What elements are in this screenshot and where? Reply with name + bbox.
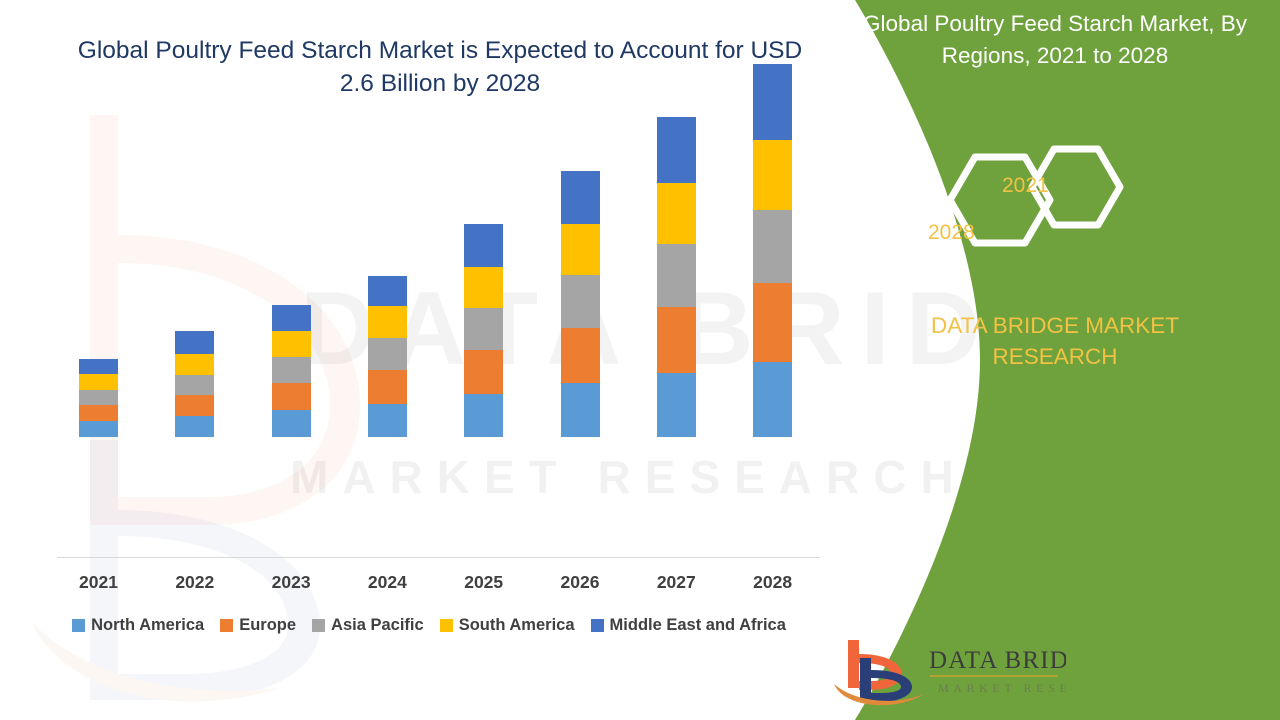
bar-segment <box>367 404 407 437</box>
legend-label: North America <box>91 616 205 634</box>
bar-segment <box>753 210 793 283</box>
bar-2028 <box>753 64 793 437</box>
bar-segment <box>175 331 215 354</box>
svg-text:MARKET RESEARCH: MARKET RESEARCH <box>938 681 1066 695</box>
bar-2026 <box>560 171 600 437</box>
hexagon-badges <box>920 135 1170 265</box>
bar-segment <box>271 383 311 410</box>
x-axis-label-2022: 2022 <box>175 572 215 592</box>
bar-segment <box>175 375 215 395</box>
legend-swatch-icon <box>312 619 326 632</box>
bar-segment <box>753 64 793 140</box>
bar-segment <box>464 224 504 267</box>
legend-swatch-icon <box>590 619 604 632</box>
bar-segment <box>367 370 407 404</box>
bar-segment <box>753 283 793 362</box>
bar-segment <box>175 395 215 416</box>
bar-segment <box>271 357 311 383</box>
bar-2025 <box>464 224 504 437</box>
brand-panel: Global Poultry Feed Starch Market, By Re… <box>820 0 1280 720</box>
panel-title: Global Poultry Feed Starch Market, By Re… <box>863 11 1247 68</box>
x-axis-label-2026: 2026 <box>560 572 600 592</box>
legend-swatch-icon <box>72 619 86 632</box>
bar-segment <box>175 354 215 375</box>
bar-segment <box>271 410 311 437</box>
svg-text:DATA BRIDGE: DATA BRIDGE <box>929 647 1066 674</box>
data-bridge-logo: DATA BRIDGE MARKET RESEARCH <box>826 632 1066 708</box>
x-axis-label-2024: 2024 <box>367 572 407 592</box>
legend-label: Europe <box>239 616 297 634</box>
chart-legend: North America Europe Asia Pacific South Ame… <box>0 616 858 635</box>
bar-segment <box>464 308 504 350</box>
bar-segment <box>560 328 600 383</box>
bar-2021 <box>79 359 118 437</box>
legend-label: Asia Pacific <box>331 616 424 634</box>
bar-segment <box>79 390 118 405</box>
bar-segment <box>271 305 311 331</box>
bar-segment <box>656 117 696 183</box>
bar-2023 <box>271 305 311 437</box>
bar-segment <box>79 405 118 421</box>
legend-item[interactable]: Middle East and Africa <box>590 616 786 635</box>
bar-2024 <box>367 276 407 437</box>
bar-segment <box>560 383 600 437</box>
bar-segment <box>656 244 696 307</box>
bar-segment <box>367 276 407 306</box>
x-axis-label-2028: 2028 <box>753 572 793 592</box>
bar-segment <box>464 350 504 394</box>
x-axis-line <box>57 557 820 558</box>
hex-label-2028: 2028 <box>928 221 975 244</box>
bar-segment <box>271 331 311 357</box>
bar-segment <box>79 421 118 437</box>
bar-segment <box>656 307 696 373</box>
bar-segment <box>656 373 696 437</box>
bar-segment <box>175 416 215 437</box>
bar-2027 <box>656 117 696 437</box>
legend-swatch-icon <box>220 619 234 632</box>
bar-2022 <box>175 331 215 437</box>
brand-line-2: RESEARCH <box>992 344 1118 369</box>
bar-segment <box>79 374 118 390</box>
x-axis-label-2027: 2027 <box>656 572 696 592</box>
stacked-bar-chart: 2021 2022 2023 2024 2025 2026 2027 2028 <box>0 64 860 600</box>
bar-segment <box>560 275 600 328</box>
legend-item[interactable]: Europe <box>220 616 296 635</box>
x-axis-label-2023: 2023 <box>271 572 311 592</box>
legend-label: South America <box>458 616 575 634</box>
x-axis-label-2025: 2025 <box>464 572 504 592</box>
legend-item[interactable]: Asia Pacific <box>312 616 424 635</box>
brand-line-1: DATA BRIDGE MARKET <box>931 313 1179 338</box>
x-axis-label-2021: 2021 <box>79 572 118 592</box>
legend-item[interactable]: South America <box>439 616 575 635</box>
bar-segment <box>753 362 793 437</box>
bar-segment <box>464 267 504 308</box>
bar-segment <box>367 338 407 370</box>
bar-segment <box>367 306 407 338</box>
legend-swatch-icon <box>439 619 453 632</box>
hex-label-2021: 2021 <box>1002 174 1049 197</box>
bar-segment <box>560 171 600 224</box>
bar-segment <box>560 224 600 275</box>
chart-title: Global Poultry Feed Starch Market is Exp… <box>77 37 803 97</box>
bar-segment <box>79 359 118 374</box>
x-axis-labels: 2021 2022 2023 2024 2025 2026 2027 2028 <box>0 572 860 600</box>
legend-label: Middle East and Africa <box>609 616 786 634</box>
brand-name: DATA BRIDGE MARKET RESEARCH <box>855 310 1255 372</box>
legend-item[interactable]: North America <box>72 616 204 635</box>
bar-segment <box>753 140 793 210</box>
bar-segment <box>464 394 504 437</box>
bar-segment <box>656 183 696 244</box>
